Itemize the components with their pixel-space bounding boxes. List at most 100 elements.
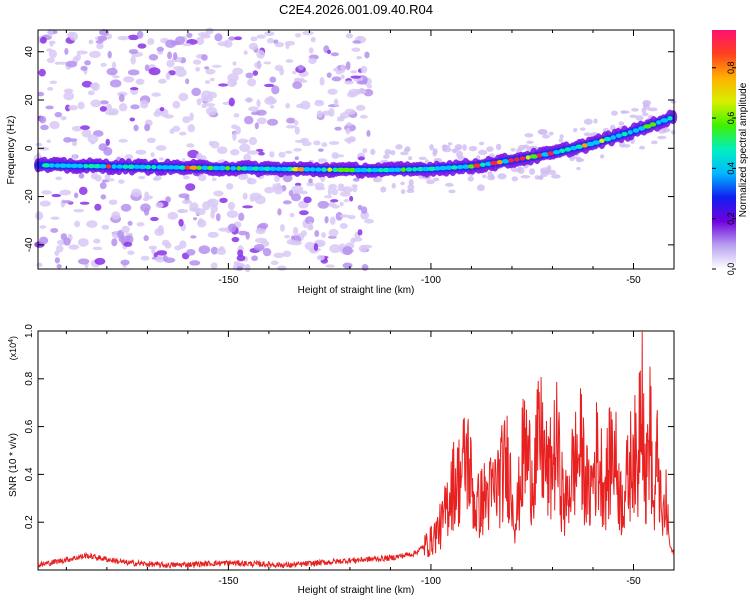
spectrogram-noise-blob [189,202,199,211]
spectrogram-noise-blob [56,245,64,253]
spectrogram-ridge-peak [627,130,633,135]
spectrogram-noise-blob [342,246,353,256]
spectrogram-noise-blob [81,80,93,88]
spectrogram-noise-blob [327,88,338,95]
spectrogram-noise-blob [178,218,184,227]
spectrogram-noise-blob [206,106,218,116]
spectrogram-noise-blob [48,40,56,45]
spectrogram-noise-blob [143,235,149,242]
spectrogram-ridge-peak [632,128,640,133]
spectrogram-noise-blob [344,108,356,115]
spectrogram-noise-blob [155,145,167,151]
snr-y-tick-label: 0.2 [24,515,35,529]
spectrogram-noise-blob [55,176,63,181]
spectrogram-ridge-peak [564,147,572,152]
spectrogram-noise-blob [109,79,122,88]
spectrogram-noise-blob [303,196,312,204]
spectrogram-noise-blob [335,70,343,75]
spectrogram-ridge-peak [70,163,79,169]
spectrogram-y-axis-label: Frequency (Hz) [6,116,17,185]
spectrogram-noise-blob [291,193,301,202]
spectrogram-noise-blob [468,145,478,152]
spectrogram-noise-blob [100,194,107,200]
spectrogram-noise-blob [36,262,43,268]
spectrogram-noise-blob [294,126,300,135]
spectrogram-noise-blob [158,157,164,161]
spectrogram-noise-blob [547,169,557,175]
spectrogram-noise-blob [243,50,248,55]
spectrogram-noise-blob [236,266,243,271]
spectrogram-noise-blob [137,43,147,49]
spectrogram-noise-blob [178,208,185,213]
spectrogram-noise-blob [106,67,118,76]
spectrogram-ridge-peak [280,166,289,172]
spectrogram-noise-blob [441,144,451,149]
spectrogram-noise-blob [244,263,251,273]
spectrogram-noise-blob [173,65,185,71]
spectrogram-ridge-peak [236,166,242,171]
snr-y-multiplier: (x104) [8,336,19,360]
spectrogram-noise-blob [97,35,107,42]
spectrogram-noise-blob [286,117,296,124]
spectrogram-noise-blob [112,75,120,79]
spectrogram-noise-blob [407,183,415,191]
spectrogram-noise-blob [583,118,593,125]
spectrogram-noise-blob [583,132,592,137]
spectrogram-noise-blob [282,200,292,205]
spectrogram-ridge-peak [98,164,107,169]
spectrogram-noise-blob [216,247,227,256]
spectrogram-noise-blob [364,218,374,224]
spectrogram-noise-blob [155,202,164,208]
spectrogram-noise-blob [186,32,193,38]
spectrogram-axes: -150 -100 -50 -40 -20 0 20 40 [24,29,675,286]
spectrogram-noise-blob [330,52,339,57]
spectrogram-noise-blob [254,122,259,130]
spectrogram-noise-blob [210,246,219,255]
spectrogram-noise-blob [314,186,326,191]
spectrogram-noise-blob [297,64,304,71]
spectrogram-noise-blob [39,36,47,44]
spectrogram-noise-blob [54,257,60,264]
spectrogram-noise-blob [308,47,314,54]
spectrogram-noise-blob [61,200,73,204]
spectrogram-noise-blob [321,232,326,238]
spectrogram-ridge-peak [327,167,333,172]
spectrogram-noise-blob [317,148,324,152]
spectrogram-noise-blob [304,241,316,251]
spectrogram-x-tick-label: -150 [218,275,238,286]
spectrogram-noise-blob [198,173,207,182]
spectrogram-noise-blob [329,216,336,225]
spectrogram-noise-blob [342,262,353,269]
spectrogram-noise-blob [196,152,203,161]
spectrogram-noise-blob [49,121,60,130]
spectrogram-noise-blob [107,50,112,59]
spectrogram-noise-blob [54,111,63,118]
spectrogram-noise-blob [92,246,103,251]
snr-y-axis-label: SNR (10 * v/v) [8,433,19,497]
snr-x-axis-label: Height of straight line (km) [298,585,415,596]
spectrogram-noise-blob [477,149,488,156]
spectrogram-noise-blob [151,92,162,97]
spectrogram-noise-blob [314,101,325,107]
spectrogram-noise-blob [447,142,453,146]
spectrogram-ridge-peak [519,156,526,161]
spectrogram-noise-blob [662,127,671,133]
spectrogram-noise-blob [123,241,133,247]
snr-axes: -150 -100 -50 0.2 0.4 0.6 0.8 1.0 [24,324,675,587]
spectrogram-noise-blob [294,33,302,38]
spectrogram-x-tick-label: -50 [626,275,641,286]
spectrogram-ridge-peak [160,165,170,170]
spectrogram-noise-blob [49,80,58,85]
spectrogram-noise-blob [274,175,280,183]
spectrogram-noise-blob [165,39,177,48]
spectrogram-noise-blob [476,184,485,192]
spectrogram-noise-blob [264,31,275,37]
spectrogram-noise-blob [150,152,155,158]
spectrogram-noise-blob [68,104,78,111]
spectrogram-noise-blob [202,201,211,211]
spectrogram-noise-blob [599,154,605,159]
spectrogram-noise-blob [185,183,196,191]
spectrogram-noise-blob [487,175,496,181]
spectrogram-noise-blob [163,257,176,263]
spectrogram-noise-blob [366,130,371,137]
